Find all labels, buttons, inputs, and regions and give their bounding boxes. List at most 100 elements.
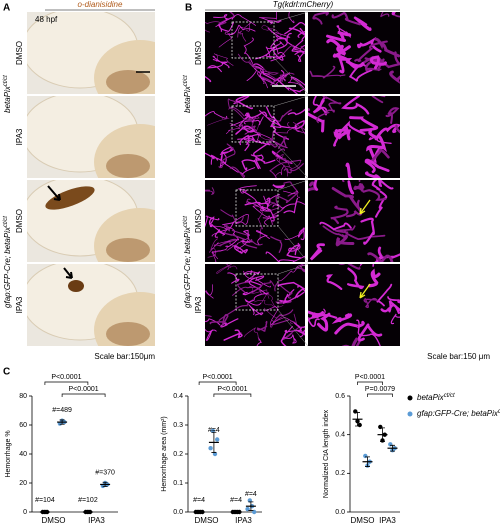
vessel — [211, 244, 236, 260]
vessel — [362, 189, 387, 201]
vessel — [287, 76, 305, 89]
vessel — [330, 205, 349, 225]
vessel — [312, 12, 329, 25]
p-value: P<0.0001 — [69, 386, 99, 393]
hemorrhage — [45, 186, 95, 210]
data-point — [378, 424, 383, 430]
vessel — [274, 282, 293, 299]
vessel — [284, 21, 305, 35]
vessel — [209, 241, 239, 253]
vessel — [319, 221, 352, 231]
vessel — [288, 27, 305, 36]
y-tick-label: 60 — [19, 422, 27, 429]
y-axis-label: Hemorrhage % — [5, 430, 12, 477]
vessel — [250, 154, 264, 169]
vessel — [244, 327, 260, 341]
p-value: P=0.0079 — [365, 386, 395, 393]
vessel — [341, 96, 370, 115]
scale-bar-label: Scale bar:150 μm — [427, 352, 490, 361]
vessel — [326, 274, 343, 290]
vessel — [374, 190, 388, 218]
vessel — [225, 226, 239, 248]
vessel — [331, 313, 353, 324]
zoom-line — [277, 263, 309, 275]
vessel — [256, 230, 270, 245]
row-label: IPA3 — [194, 296, 203, 313]
vessel — [243, 126, 263, 145]
data-point — [353, 409, 358, 414]
vessel — [223, 329, 243, 341]
vessel — [387, 296, 400, 304]
zoom-line — [273, 95, 309, 107]
vessel — [262, 215, 279, 225]
vessel — [229, 166, 246, 178]
vessel — [205, 315, 212, 318]
vessel — [363, 297, 379, 309]
vessel — [376, 283, 393, 307]
vessel — [355, 339, 362, 346]
vessel — [337, 56, 357, 74]
vessel — [308, 310, 324, 316]
arrow — [47, 185, 61, 201]
arrow — [359, 283, 371, 299]
zoom-image — [308, 96, 400, 178]
panel-label: B — [185, 3, 192, 14]
fluorescence-image — [205, 96, 305, 178]
vessel — [219, 146, 234, 155]
y-axis-label: Normalized CtA length index — [323, 409, 330, 498]
x-tick-label: DMSO — [351, 516, 375, 525]
vessel — [295, 264, 305, 273]
stain — [106, 154, 150, 178]
vessel — [225, 264, 230, 271]
data-point — [363, 453, 368, 459]
vessel — [218, 31, 235, 48]
vessel — [250, 280, 275, 294]
vessel — [371, 180, 382, 191]
zoom-box — [231, 21, 275, 59]
vessel — [243, 229, 250, 239]
vessel — [378, 180, 394, 190]
vessel — [308, 112, 325, 133]
x-tick-label: DMSO — [42, 516, 66, 525]
vessel — [267, 109, 293, 122]
vessel — [222, 161, 256, 176]
legend-label: betaPixct/ct — [417, 393, 455, 403]
x-tick-label: IPA3 — [88, 516, 105, 525]
zoom-box — [235, 273, 279, 311]
zoom-box — [235, 189, 279, 227]
vessel — [274, 148, 291, 164]
group-label: betaPixct/ct — [3, 75, 13, 113]
vessel — [389, 70, 400, 84]
vessel — [371, 96, 386, 104]
vessel — [226, 122, 241, 135]
vessel — [227, 272, 240, 284]
group-label: betaPixct/ct — [183, 75, 193, 113]
vessel — [255, 124, 277, 146]
vessel — [206, 61, 230, 73]
vessel — [205, 187, 215, 196]
legend-label: gfap:GFP-Cre; betaPixct/ct — [417, 409, 500, 419]
vessel — [267, 27, 283, 50]
vessel — [272, 184, 286, 189]
vessel — [235, 125, 256, 135]
vessel — [276, 78, 299, 94]
vessel — [296, 329, 305, 336]
significance-bracket — [357, 381, 383, 385]
zoom-image — [308, 264, 400, 346]
brightfield-image — [27, 264, 155, 346]
vessel — [275, 157, 286, 176]
vessel — [380, 12, 390, 18]
vessel — [233, 96, 253, 110]
vessel — [244, 111, 268, 119]
row-label: IPA3 — [15, 128, 24, 145]
vessel — [220, 209, 244, 225]
vessel — [274, 191, 299, 207]
zoom-box — [231, 105, 275, 143]
zoom-line — [277, 309, 309, 347]
vessel — [281, 44, 305, 57]
vessel — [248, 275, 267, 295]
panel-label: A — [3, 3, 10, 14]
vessel — [205, 284, 214, 299]
row-label: DMSO — [194, 41, 203, 65]
stain — [106, 238, 150, 262]
